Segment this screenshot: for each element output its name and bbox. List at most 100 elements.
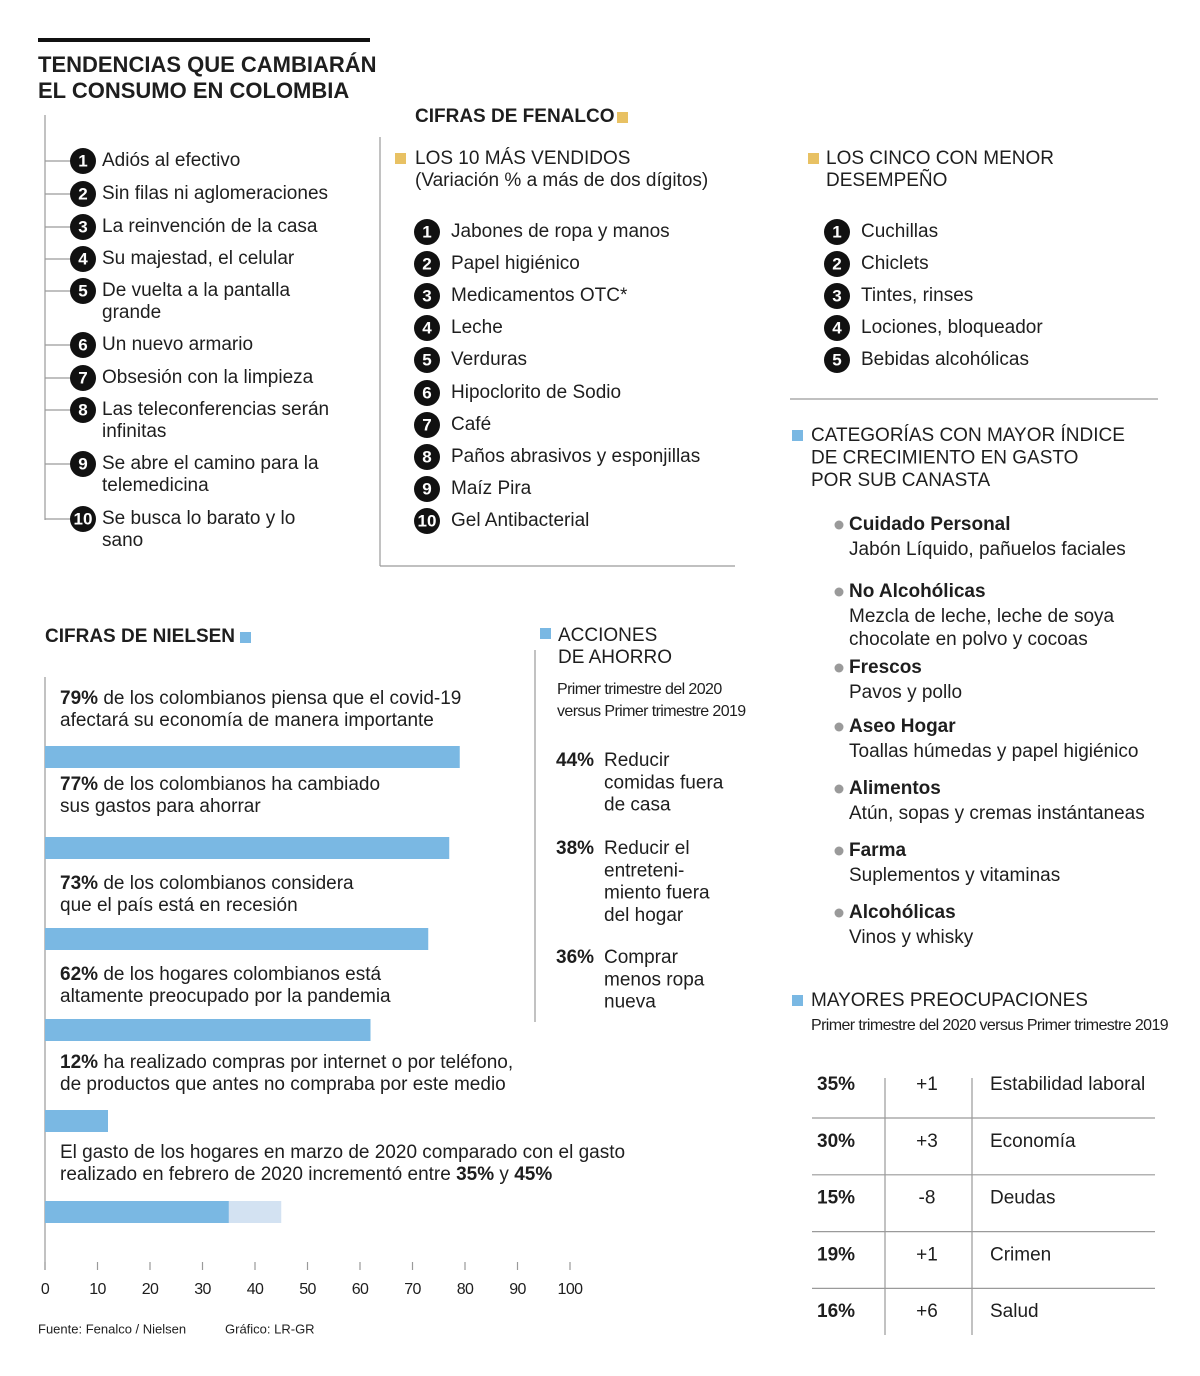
badge-number: 2: [832, 254, 841, 273]
badge-number: 3: [78, 217, 87, 236]
list-heading: CATEGORÍAS CON MAYOR ÍNDICE: [811, 425, 1125, 446]
number-badge: [70, 506, 96, 532]
trend-text: Se busca lo barato y lo: [102, 508, 295, 529]
badge-number: 6: [78, 335, 87, 354]
category-detail: Pavos y pollo: [849, 682, 962, 703]
saving-text: Reducir: [604, 750, 670, 771]
badge-number: 5: [78, 281, 87, 300]
category-detail: Atún, sopas y cremas instántaneas: [849, 803, 1145, 824]
badge-number: 6: [422, 383, 431, 402]
saving-text: menos ropa: [604, 969, 705, 990]
badge-number: 1: [832, 222, 841, 241]
number-badge: [70, 148, 96, 174]
list-heading: LOS 10 MÁS VENDIDOS: [415, 148, 630, 169]
number-badge: [824, 219, 850, 245]
badge-number: 2: [422, 254, 431, 273]
marker: [540, 628, 551, 639]
x-tick-label: 40: [247, 1281, 264, 1298]
number-badge: [414, 283, 440, 309]
saving-pct: 36%: [556, 947, 594, 968]
section-heading: DE AHORRO: [558, 647, 672, 668]
trend-text: Un nuevo armario: [102, 334, 253, 355]
list-item: Bebidas alcohólicas: [861, 349, 1029, 370]
x-tick-label: 90: [509, 1281, 526, 1298]
value-label: 62%: [60, 964, 98, 985]
concern-label: Estabilidad laboral: [990, 1074, 1145, 1095]
number-badge: [414, 476, 440, 502]
bar-note: altamente preocupado por la pandemia: [60, 986, 391, 1007]
number-badge: [70, 365, 96, 391]
concern-change: +1: [916, 1244, 938, 1265]
note-text: de los colombianos piensa que el covid-1…: [103, 688, 461, 709]
bar-note: 77% de los colombianos ha cambiado: [60, 774, 380, 795]
badge-number: 4: [832, 318, 842, 337]
list-item: Verduras: [451, 349, 527, 370]
badge-number: 2: [78, 184, 87, 203]
list-heading: (Variación % a más de dos dígitos): [415, 170, 708, 191]
value-label: 77%: [60, 774, 98, 795]
number-badge: [70, 397, 96, 423]
note-text: El gasto de los hogares en marzo de 2020…: [60, 1142, 625, 1163]
list-item: Cuchillas: [861, 221, 938, 242]
bullet: [834, 722, 844, 732]
badge-number: 7: [78, 368, 87, 387]
list-item: Lociones, bloqueador: [861, 317, 1043, 338]
concern-pct: 19%: [817, 1244, 855, 1265]
list-item: Chiclets: [861, 253, 929, 274]
trend-text: De vuelta a la pantalla: [102, 280, 290, 301]
bar-note: 12% ha realizado compras por internet o …: [60, 1052, 513, 1073]
number-badge: [414, 219, 440, 245]
list-item: Jabones de ropa y manos: [451, 221, 670, 242]
number-badge: [414, 444, 440, 470]
x-tick-label: 70: [404, 1281, 421, 1298]
credit: Gráfico: LR-GR: [225, 1321, 315, 1336]
saving-text: comidas fuera: [604, 772, 724, 793]
badge-number: 10: [418, 511, 437, 530]
title: TENDENCIAS QUE CAMBIARÁN: [38, 52, 377, 77]
section-title: CIFRAS DE NIELSEN: [45, 626, 235, 647]
badge-number: 10: [74, 509, 93, 528]
category-name: Alcohólicas: [849, 902, 956, 923]
badge-number: 5: [832, 350, 841, 369]
note-text: que el país está en recesión: [60, 895, 298, 916]
concern-pct: 16%: [817, 1301, 855, 1322]
note-text: altamente preocupado por la pandemia: [60, 986, 391, 1007]
note-text: realizado en febrero de 2020 incrementó …: [60, 1164, 451, 1185]
list-item: Papel higiénico: [451, 253, 580, 274]
section-heading: ACCIONES: [558, 625, 657, 646]
bar: [45, 928, 429, 950]
bullet: [834, 784, 844, 794]
list-item: Leche: [451, 317, 503, 338]
bar-note: 79% de los colombianos piensa que el cov…: [60, 688, 461, 709]
trend-text: Adiós al efectivo: [102, 150, 240, 171]
marker: [792, 995, 803, 1006]
x-tick-label: 50: [299, 1281, 316, 1298]
x-tick-label: 80: [457, 1281, 474, 1298]
badge-number: 7: [422, 415, 431, 434]
list-item: Gel Antibacterial: [451, 510, 589, 531]
x-tick-label: 0: [41, 1281, 50, 1298]
bar-note: que el país está en recesión: [60, 895, 298, 916]
concern-change: +3: [916, 1131, 938, 1152]
note-text: ha realizado compras por internet o por …: [103, 1052, 513, 1073]
number-badge: [824, 315, 850, 341]
trend-text: Se abre el camino para la: [102, 453, 319, 474]
x-tick-label: 30: [194, 1281, 211, 1298]
number-badge: [824, 283, 850, 309]
concern-pct: 30%: [817, 1131, 855, 1152]
number-badge: [414, 508, 440, 534]
section-title: CIFRAS DE FENALCO: [415, 106, 615, 127]
connector: y: [499, 1164, 509, 1185]
marker: [617, 112, 628, 123]
note-text: sus gastos para ahorrar: [60, 796, 261, 817]
category-name: Alimentos: [849, 778, 941, 799]
category-name: Aseo Hogar: [849, 716, 956, 737]
concern-change: +6: [916, 1301, 938, 1322]
title-rule: [38, 38, 370, 42]
badge-number: 3: [832, 286, 841, 305]
saving-pct: 44%: [556, 750, 594, 771]
number-badge: [824, 347, 850, 373]
category-name: No Alcohólicas: [849, 581, 986, 602]
category-name: Farma: [849, 840, 906, 861]
